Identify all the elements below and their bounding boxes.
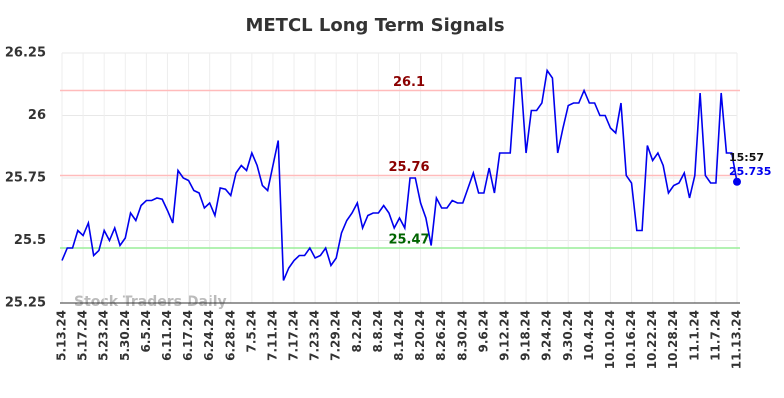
last-value: 25.735 xyxy=(729,165,771,178)
x-tick-label: 5.13.24 xyxy=(55,310,69,361)
x-tick-label: 9.30.24 xyxy=(561,310,575,361)
x-tick-label: 10.28.24 xyxy=(666,310,680,369)
x-tick-label: 8.8.24 xyxy=(371,310,385,353)
x-tick-label: 9.12.24 xyxy=(497,310,511,361)
x-tick-label: 8.30.24 xyxy=(455,310,469,361)
x-tick-label: 9.24.24 xyxy=(540,310,554,361)
watermark: Stock Traders Daily xyxy=(74,294,227,310)
x-tick-label: 6.24.24 xyxy=(202,310,216,361)
x-tick-label: 10.16.24 xyxy=(624,310,638,369)
x-tick-label: 9.6.24 xyxy=(476,310,490,353)
price-line xyxy=(61,68,738,281)
x-tick-label: 11.13.24 xyxy=(730,310,744,369)
chart-title: METCL Long Term Signals xyxy=(245,15,504,36)
x-tick-label: 8.26.24 xyxy=(434,310,448,361)
last-point xyxy=(733,177,741,186)
y-tick-label: 25.25 xyxy=(5,296,46,311)
signal-label: 25.76 xyxy=(388,160,429,175)
x-tick-label: 7.11.24 xyxy=(265,310,279,361)
x-tick-label: 5.17.24 xyxy=(76,310,90,361)
x-tick-label: 5.30.24 xyxy=(118,310,132,361)
x-tick-label: 6.11.24 xyxy=(160,310,174,361)
x-tick-label: 6.28.24 xyxy=(223,310,237,361)
x-tick-label: 7.17.24 xyxy=(287,310,301,361)
y-tick-label: 26.25 xyxy=(5,46,46,61)
signal-label: 26.1 xyxy=(393,75,425,90)
x-tick-label: 10.10.24 xyxy=(603,310,617,369)
y-tick-label: 25.75 xyxy=(5,171,46,186)
x-tick-label: 8.2.24 xyxy=(350,310,364,353)
x-tick-label: 10.4.24 xyxy=(582,310,596,361)
x-tick-label: 11.7.24 xyxy=(708,310,722,361)
x-tick-label: 9.18.24 xyxy=(519,310,533,361)
x-tick-label: 7.23.24 xyxy=(308,310,322,361)
signal-label: 25.47 xyxy=(388,233,429,248)
x-tick-label: 10.22.24 xyxy=(645,310,659,369)
last-time: 15:57 xyxy=(729,151,764,164)
y-tick-label: 26 xyxy=(28,108,46,123)
x-tick-label: 8.14.24 xyxy=(392,310,406,361)
x-tick-label: 7.29.24 xyxy=(329,310,343,361)
y-tick-label: 25.5 xyxy=(14,233,46,248)
x-tick-label: 8.20.24 xyxy=(413,310,427,361)
x-tick-label: 11.1.24 xyxy=(687,310,701,361)
x-tick-label: 6.17.24 xyxy=(181,310,195,361)
x-tick-label: 6.5.24 xyxy=(139,310,153,353)
x-tick-label: 7.5.24 xyxy=(244,310,258,353)
x-tick-label: 5.23.24 xyxy=(97,310,111,361)
